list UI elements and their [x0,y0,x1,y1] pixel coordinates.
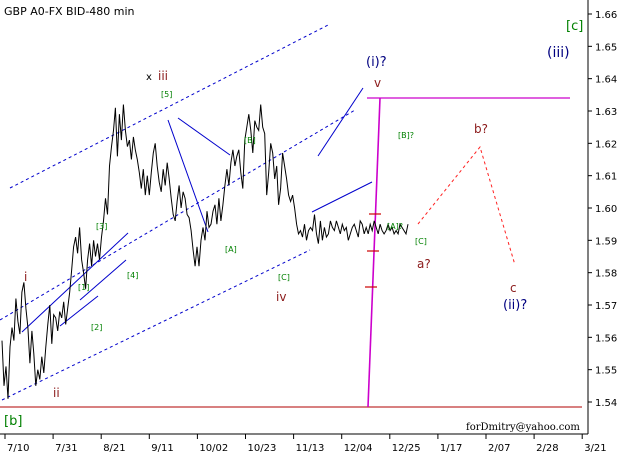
wedge-line-4 [167,119,209,233]
y-tick-label: 1.57 [595,301,617,312]
wave-label-a2: [A]? [387,222,403,231]
projection-line [367,97,381,408]
wave-label-5: [5] [161,90,172,99]
wedge-line-3 [79,259,127,301]
wave-label-ii: ii [53,386,60,400]
wedge-line-5 [177,117,231,156]
forecast-label-b: b? [474,122,488,136]
wave-label-i: i [24,270,27,284]
wave-label-b: [B] [244,136,256,145]
wave-label-v: v [374,76,381,90]
y-axis: 1.66 1.65 1.64 1.63 1.62 1.61 1.60 1.59 1.58 1.57… [588,10,617,409]
wave-label-b2: [B]? [398,131,414,140]
y-tick-label: 1.66 [595,10,617,21]
x-tick-label: 2/07 [488,443,510,454]
y-tick-label: 1.54 [595,398,617,409]
wave-label-iii-paren: (iii) [547,45,570,61]
x-tick-label: 8/21 [103,443,125,454]
x-tick-label: 7/31 [55,443,77,454]
wave-label-c2: [C] [415,237,427,246]
x-tick-label: 10/23 [248,443,277,454]
wave-label-iii: iii [158,69,168,83]
wave-label-i-paren: (i)? [366,55,387,70]
x-tick-label: 9/11 [151,443,173,454]
channel-middle-dashed [0,109,356,321]
forecast-label-a: a? [417,257,431,271]
y-tick-label: 1.58 [595,269,617,280]
wave-label-x: x [146,72,152,83]
wave-label-c: [C] [278,273,290,282]
wave-label-4: [4] [127,271,138,280]
projection-ticks [365,213,381,288]
wedge-line-6 [317,87,364,157]
x-tick-label: 3/21 [584,443,606,454]
forecast-label-c: c [510,281,517,295]
y-tick-label: 1.60 [595,204,617,215]
trend-channels [0,23,373,401]
price-line [1,104,409,399]
credit-text: forDmitry@yahoo.com [466,422,580,433]
x-tick-label: 7/10 [7,443,29,454]
wave-label-iv: iv [276,290,286,304]
wave-labels: [c] (iii) (i)? (ii)? x iii i ii iv v [b]… [4,19,583,429]
x-tick-label: 12/04 [344,443,373,454]
forecast-path [417,145,516,266]
y-tick-label: 1.64 [595,75,617,86]
y-tick-label: 1.65 [595,42,617,53]
wedge-line-7 [311,181,373,213]
x-tick-label: 1/17 [440,443,462,454]
wave-label-c-bracket: [c] [566,19,583,34]
wave-label-b-bracket: [b] [4,414,22,429]
wave-label-2: [2] [91,323,102,332]
wave-label-a: [A] [225,245,237,254]
y-tick-label: 1.62 [595,139,617,150]
chart-title: GBP A0-FX BID-480 min [4,5,135,18]
wave-label-1: [1] [78,283,89,292]
y-tick-label: 1.56 [595,333,617,344]
wedge-line-1 [21,232,129,333]
x-tick-label: 10/02 [199,443,228,454]
y-tick-label: 1.63 [595,107,617,118]
wave-label-3: [3] [96,222,107,231]
x-tick-label: 2/28 [536,443,558,454]
y-tick-label: 1.59 [595,236,617,247]
y-tick-label: 1.61 [595,172,617,183]
x-axis: 7/10 7/31 8/21 9/11 10/02 10/23 11/13 12/04 12/2… [4,434,607,454]
y-tick-label: 1.55 [595,366,617,377]
x-tick-label: 11/13 [296,443,325,454]
x-tick-label: 12/25 [392,443,421,454]
wave-label-ii-paren: (ii)? [503,298,527,313]
